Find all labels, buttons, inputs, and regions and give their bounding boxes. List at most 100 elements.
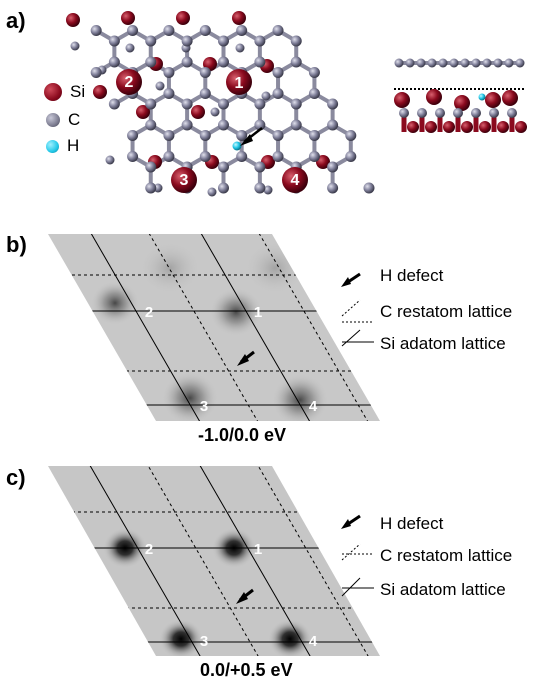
carbon-atom: [236, 151, 248, 162]
carbon-atom: [181, 56, 193, 68]
carbon-atom: [199, 88, 211, 99]
legend-b-si-adatom: Si adatom lattice: [380, 334, 506, 353]
carbon-atom: [90, 25, 102, 36]
carbon-atom: [163, 130, 175, 141]
side-si-atom: [443, 121, 455, 133]
c-restatom-lattice-line: [255, 466, 372, 656]
carbon-atom: [308, 88, 320, 99]
carbon-atom: [363, 182, 375, 194]
stm-b-feature: [140, 242, 200, 294]
legend-b-h-defect: H defect: [380, 266, 444, 285]
carbon-atom: [127, 130, 139, 141]
h-defect-arrowhead-b: [237, 354, 249, 366]
carbon-atom: [199, 130, 211, 141]
carbon-atom: [254, 56, 266, 68]
si-atom-icon: [44, 83, 62, 101]
carbon-atom: [308, 130, 320, 141]
si-atom: [136, 105, 150, 119]
side-carbon-atom: [493, 58, 503, 68]
c-subsurface-atom: [125, 43, 135, 53]
carbon-atom: [163, 25, 175, 36]
carbon-atom: [163, 67, 175, 78]
stm-c-feature: [268, 619, 312, 656]
side-si-atom: [426, 89, 442, 105]
si-adatoms-labeled: [116, 69, 308, 193]
side-carbon-atom: [515, 58, 525, 68]
side-carbon-atom: [507, 108, 517, 118]
stm-image-c: 1 2 3 4: [48, 466, 380, 656]
panel-a-label: a): [6, 8, 26, 33]
carbon-atom: [145, 119, 157, 131]
stm-c-feature: [159, 619, 203, 656]
carbon-atom: [217, 161, 229, 173]
carbon-atom: [145, 35, 157, 47]
site-label-b-4: 4: [309, 398, 318, 415]
carbon-atom: [199, 25, 211, 36]
carbon-atom: [108, 98, 120, 110]
panel-b-label: b): [6, 232, 27, 257]
carbon-atom: [236, 25, 248, 36]
h-atom-icon: [46, 139, 59, 153]
carbon-atom: [345, 130, 357, 141]
carbon-atom: [272, 67, 284, 78]
legend-c-symbols: [341, 514, 374, 597]
carbon-atom: [217, 119, 229, 131]
side-si-atom: [454, 95, 470, 111]
c-subsurface-atom: [105, 155, 115, 165]
side-h-atom: [478, 93, 486, 101]
legend-b-symbols: [341, 272, 374, 347]
c-atom-icon: [46, 113, 60, 127]
side-carbon-atom: [394, 58, 404, 68]
carbon-atom: [290, 56, 302, 68]
carbon-atom: [272, 151, 284, 162]
solid-line-icon: [341, 329, 361, 347]
legend-c-si-adatom: Si adatom lattice: [380, 580, 506, 599]
side-carbon-atom: [435, 108, 445, 118]
carbon-atom: [181, 98, 193, 110]
stm-b-feature: [162, 372, 218, 421]
side-carbon-atom: [427, 58, 437, 68]
side-carbon-atom: [460, 58, 470, 68]
side-si-atom: [479, 121, 491, 133]
carbon-atom: [308, 151, 320, 162]
side-carbon-atom: [405, 58, 415, 68]
legend-c-h-defect: H defect: [380, 514, 444, 533]
legend-si-label: Si: [70, 82, 86, 101]
c-subsurface-atom: [207, 187, 217, 197]
solid-line-icon: [341, 577, 361, 597]
si-atom: [176, 11, 190, 25]
c-subsurface-atom: [261, 91, 271, 101]
side-carbon-atom: [471, 108, 481, 118]
side-si-atom: [485, 92, 501, 108]
si-adatom: [171, 167, 197, 193]
c-subsurface-atom: [235, 43, 245, 53]
carbon-atom: [181, 35, 193, 47]
stm-b-feature: [210, 288, 262, 336]
c-subsurface-atom: [210, 107, 220, 117]
side-carbon-atom: [399, 108, 409, 118]
carbon-atom: [217, 98, 229, 110]
energy-range-c: 0.0/+0.5 eV: [200, 660, 293, 680]
side-carbon-atom: [489, 108, 499, 118]
energy-range-b: -1.0/0.0 eV: [198, 425, 287, 445]
dashed-line-icon: [341, 299, 361, 317]
carbon-atom: [127, 151, 139, 162]
side-carbon-atom: [504, 58, 514, 68]
si-atom: [121, 11, 135, 25]
c-restatom-lattice-line: [145, 466, 262, 656]
legend-si: Si: [44, 82, 85, 102]
site-label-b-1: 1: [254, 304, 262, 321]
side-si-atom: [407, 121, 419, 133]
carbon-atom: [272, 88, 284, 99]
carbon-atom: [290, 119, 302, 131]
carbon-atom: [217, 182, 229, 194]
si-adatom: [226, 69, 252, 95]
si-atom: [93, 85, 107, 99]
stm-image-b: 1 2 3 4: [48, 234, 380, 421]
side-carbon-atom: [417, 108, 427, 118]
side-carbon-atom: [416, 58, 426, 68]
legend-c-label: C: [68, 110, 81, 129]
h-defect-arrowhead-c: [236, 592, 248, 604]
carbon-atom: [145, 98, 157, 110]
stm-c-background: [48, 466, 380, 656]
